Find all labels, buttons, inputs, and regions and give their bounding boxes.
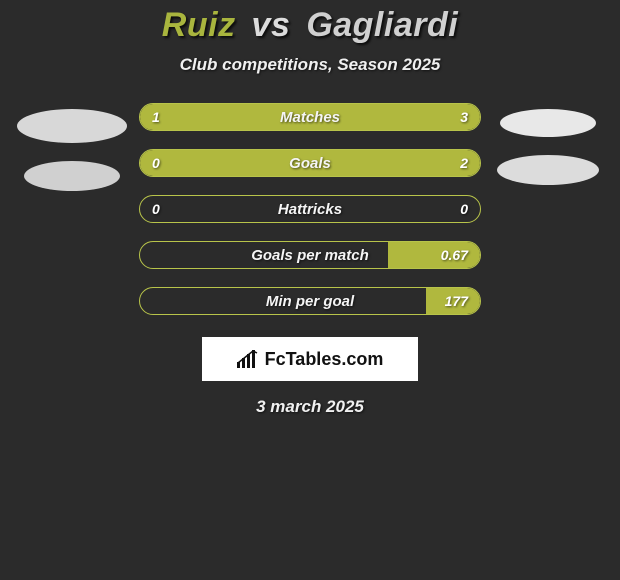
stat-value-left: 0 <box>152 196 160 222</box>
brand-link[interactable]: FcTables.com <box>202 337 418 381</box>
stat-min-per-goal: Min per goal 177 <box>139 287 481 315</box>
stat-value-left: 1 <box>152 104 160 130</box>
avatar-placeholder <box>24 161 120 191</box>
page-title: Ruiz vs Gagliardi <box>0 6 620 45</box>
stat-fill-left <box>140 150 208 176</box>
player1-avatars <box>15 103 129 191</box>
comparison-body: 1 Matches 3 0 Goals 2 0 Hattricks 0 <box>0 103 620 315</box>
stat-value-right: 177 <box>445 288 468 314</box>
stat-value-left: 0 <box>152 150 160 176</box>
stat-fill-right <box>174 104 480 130</box>
stat-value-right: 0 <box>460 196 468 222</box>
player2-avatars <box>491 103 605 185</box>
stat-bars: 1 Matches 3 0 Goals 2 0 Hattricks 0 <box>139 103 481 315</box>
vs-label: vs <box>252 6 291 44</box>
player1-name: Ruiz <box>162 6 236 44</box>
stat-goals: 0 Goals 2 <box>139 149 481 177</box>
stat-label: Hattricks <box>140 196 480 222</box>
avatar-placeholder <box>17 109 127 143</box>
avatar-placeholder <box>500 109 596 137</box>
chart-icon <box>237 350 259 368</box>
player2-name: Gagliardi <box>306 6 458 44</box>
date-label: 3 march 2025 <box>0 397 620 417</box>
stat-value-right: 0.67 <box>441 242 468 268</box>
stat-hattricks: 0 Hattricks 0 <box>139 195 481 223</box>
subtitle: Club competitions, Season 2025 <box>0 55 620 75</box>
stat-fill-right <box>208 150 480 176</box>
stat-value-right: 2 <box>460 150 468 176</box>
brand-label: FcTables.com <box>265 349 384 370</box>
comparison-card: Ruiz vs Gagliardi Club competitions, Sea… <box>0 0 620 580</box>
stat-matches: 1 Matches 3 <box>139 103 481 131</box>
stat-value-right: 3 <box>460 104 468 130</box>
avatar-placeholder <box>497 155 599 185</box>
stat-goals-per-match: Goals per match 0.67 <box>139 241 481 269</box>
